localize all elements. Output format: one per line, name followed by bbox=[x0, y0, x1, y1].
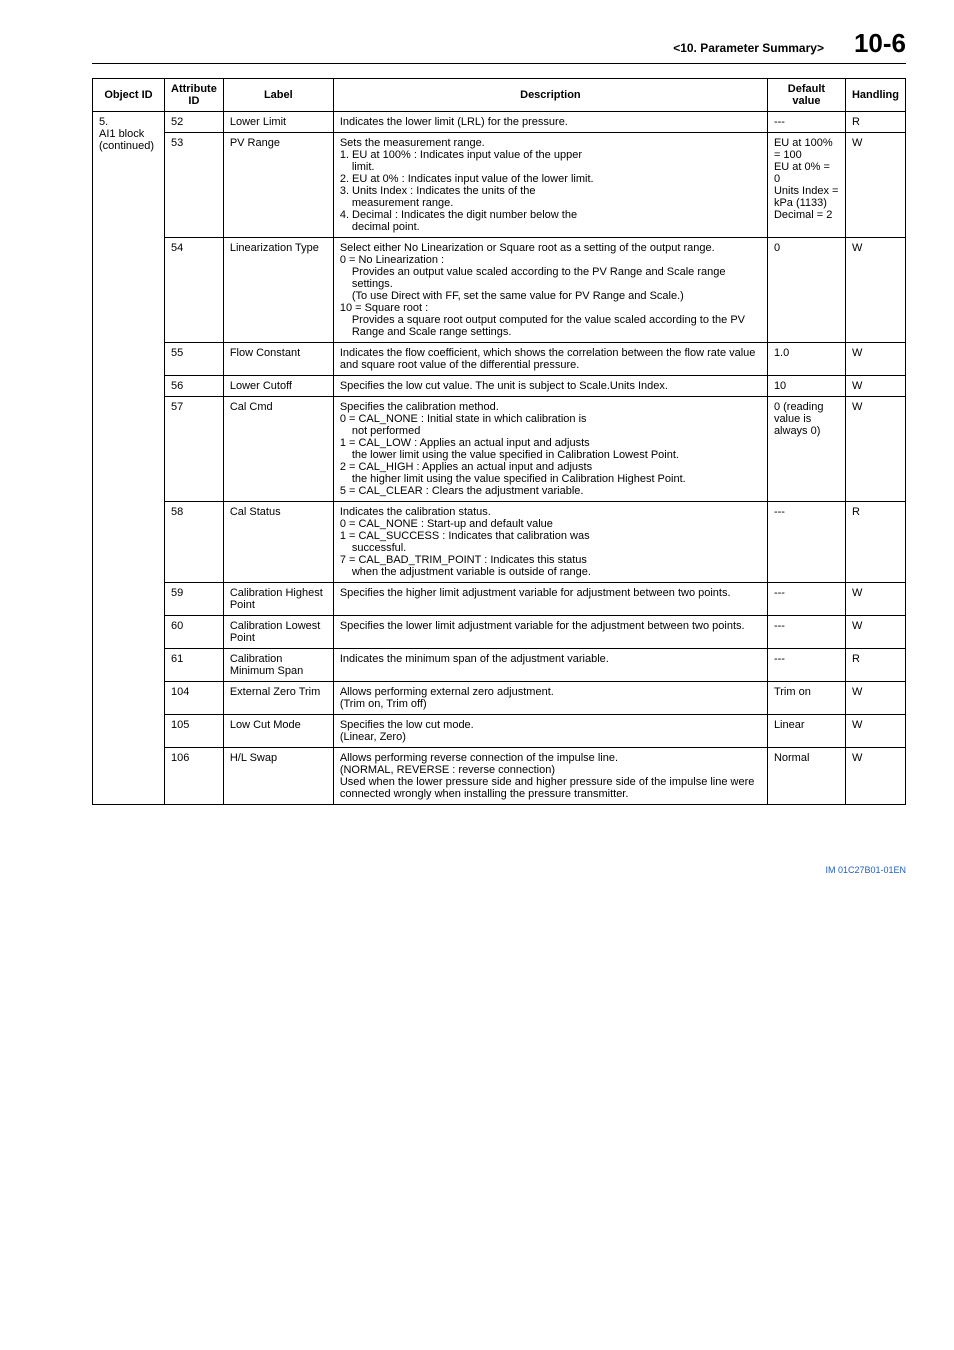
description-cell: Specifies the higher limit adjustment va… bbox=[333, 583, 767, 616]
handling-cell: W bbox=[845, 343, 905, 376]
description-cell: Allows performing external zero adjustme… bbox=[333, 682, 767, 715]
description-cell: Indicates the lower limit (LRL) for the … bbox=[333, 112, 767, 133]
page-container: <10. Parameter Summary> 10-6 Object ID A… bbox=[0, 0, 954, 923]
col-label: Label bbox=[223, 79, 333, 112]
description-cell: Specifies the low cut value. The unit is… bbox=[333, 376, 767, 397]
table-row: 105Low Cut ModeSpecifies the low cut mod… bbox=[93, 715, 906, 748]
page-number: 10-6 bbox=[854, 28, 906, 59]
table-row: 106H/L SwapAllows performing reverse con… bbox=[93, 748, 906, 805]
label-cell: Calibration Lowest Point bbox=[223, 616, 333, 649]
description-cell: Indicates the minimum span of the adjust… bbox=[333, 649, 767, 682]
page-header: <10. Parameter Summary> 10-6 bbox=[92, 28, 906, 63]
default-cell: Trim on bbox=[767, 682, 845, 715]
label-cell: Calibration Highest Point bbox=[223, 583, 333, 616]
default-cell: 10 bbox=[767, 376, 845, 397]
table-row: 60Calibration Lowest PointSpecifies the … bbox=[93, 616, 906, 649]
parameter-table: Object ID Attribute ID Label Description… bbox=[92, 78, 906, 805]
default-cell: --- bbox=[767, 616, 845, 649]
col-attribute-id: Attribute ID bbox=[165, 79, 224, 112]
table-row: 56Lower CutoffSpecifies the low cut valu… bbox=[93, 376, 906, 397]
table-row: 5.AI1 block (continued)52Lower LimitIndi… bbox=[93, 112, 906, 133]
object-id-cell: 5.AI1 block (continued) bbox=[93, 112, 165, 805]
label-cell: Flow Constant bbox=[223, 343, 333, 376]
handling-cell: W bbox=[845, 616, 905, 649]
attribute-id-cell: 55 bbox=[165, 343, 224, 376]
attribute-id-cell: 57 bbox=[165, 397, 224, 502]
handling-cell: W bbox=[845, 133, 905, 238]
table-row: 61Calibration Minimum SpanIndicates the … bbox=[93, 649, 906, 682]
col-description: Description bbox=[333, 79, 767, 112]
footer-docid: IM 01C27B01-01EN bbox=[92, 805, 906, 875]
description-cell: Indicates the calibration status.0 = CAL… bbox=[333, 502, 767, 583]
attribute-id-cell: 53 bbox=[165, 133, 224, 238]
description-cell: Indicates the flow coefficient, which sh… bbox=[333, 343, 767, 376]
col-object-id: Object ID bbox=[93, 79, 165, 112]
col-handling: Handling bbox=[845, 79, 905, 112]
label-cell: Lower Cutoff bbox=[223, 376, 333, 397]
description-cell: Sets the measurement range.1. EU at 100%… bbox=[333, 133, 767, 238]
header-rule bbox=[92, 63, 906, 64]
table-row: 57Cal CmdSpecifies the calibration metho… bbox=[93, 397, 906, 502]
attribute-id-cell: 54 bbox=[165, 238, 224, 343]
default-cell: Linear bbox=[767, 715, 845, 748]
label-cell: Cal Status bbox=[223, 502, 333, 583]
handling-cell: R bbox=[845, 112, 905, 133]
default-cell: EU at 100% = 100EU at 0% = 0Units Index … bbox=[767, 133, 845, 238]
label-cell: Linearization Type bbox=[223, 238, 333, 343]
attribute-id-cell: 61 bbox=[165, 649, 224, 682]
attribute-id-cell: 58 bbox=[165, 502, 224, 583]
table-row: 53PV RangeSets the measurement range.1. … bbox=[93, 133, 906, 238]
description-cell: Allows performing reverse connection of … bbox=[333, 748, 767, 805]
handling-cell: W bbox=[845, 715, 905, 748]
label-cell: Lower Limit bbox=[223, 112, 333, 133]
description-cell: Select either No Linearization or Square… bbox=[333, 238, 767, 343]
table-row: 55Flow ConstantIndicates the flow coeffi… bbox=[93, 343, 906, 376]
handling-cell: W bbox=[845, 748, 905, 805]
section-title: <10. Parameter Summary> bbox=[673, 41, 824, 55]
table-row: 54Linearization TypeSelect either No Lin… bbox=[93, 238, 906, 343]
attribute-id-cell: 104 bbox=[165, 682, 224, 715]
handling-cell: R bbox=[845, 649, 905, 682]
default-cell: 1.0 bbox=[767, 343, 845, 376]
label-cell: Calibration Minimum Span bbox=[223, 649, 333, 682]
label-cell: External Zero Trim bbox=[223, 682, 333, 715]
label-cell: Cal Cmd bbox=[223, 397, 333, 502]
label-cell: H/L Swap bbox=[223, 748, 333, 805]
attribute-id-cell: 106 bbox=[165, 748, 224, 805]
default-cell: --- bbox=[767, 502, 845, 583]
attribute-id-cell: 52 bbox=[165, 112, 224, 133]
default-cell: Normal bbox=[767, 748, 845, 805]
label-cell: PV Range bbox=[223, 133, 333, 238]
default-cell: --- bbox=[767, 649, 845, 682]
attribute-id-cell: 59 bbox=[165, 583, 224, 616]
attribute-id-cell: 105 bbox=[165, 715, 224, 748]
handling-cell: W bbox=[845, 583, 905, 616]
default-cell: --- bbox=[767, 583, 845, 616]
label-cell: Low Cut Mode bbox=[223, 715, 333, 748]
description-cell: Specifies the low cut mode.(Linear, Zero… bbox=[333, 715, 767, 748]
default-cell: 0 (reading value is always 0) bbox=[767, 397, 845, 502]
col-default: Default value bbox=[767, 79, 845, 112]
description-cell: Specifies the lower limit adjustment var… bbox=[333, 616, 767, 649]
default-cell: --- bbox=[767, 112, 845, 133]
handling-cell: R bbox=[845, 502, 905, 583]
table-row: 58Cal StatusIndicates the calibration st… bbox=[93, 502, 906, 583]
attribute-id-cell: 60 bbox=[165, 616, 224, 649]
table-row: 104External Zero TrimAllows performing e… bbox=[93, 682, 906, 715]
table-row: 59Calibration Highest PointSpecifies the… bbox=[93, 583, 906, 616]
handling-cell: W bbox=[845, 376, 905, 397]
description-cell: Specifies the calibration method.0 = CAL… bbox=[333, 397, 767, 502]
default-cell: 0 bbox=[767, 238, 845, 343]
handling-cell: W bbox=[845, 238, 905, 343]
handling-cell: W bbox=[845, 397, 905, 502]
handling-cell: W bbox=[845, 682, 905, 715]
table-header-row: Object ID Attribute ID Label Description… bbox=[93, 79, 906, 112]
attribute-id-cell: 56 bbox=[165, 376, 224, 397]
